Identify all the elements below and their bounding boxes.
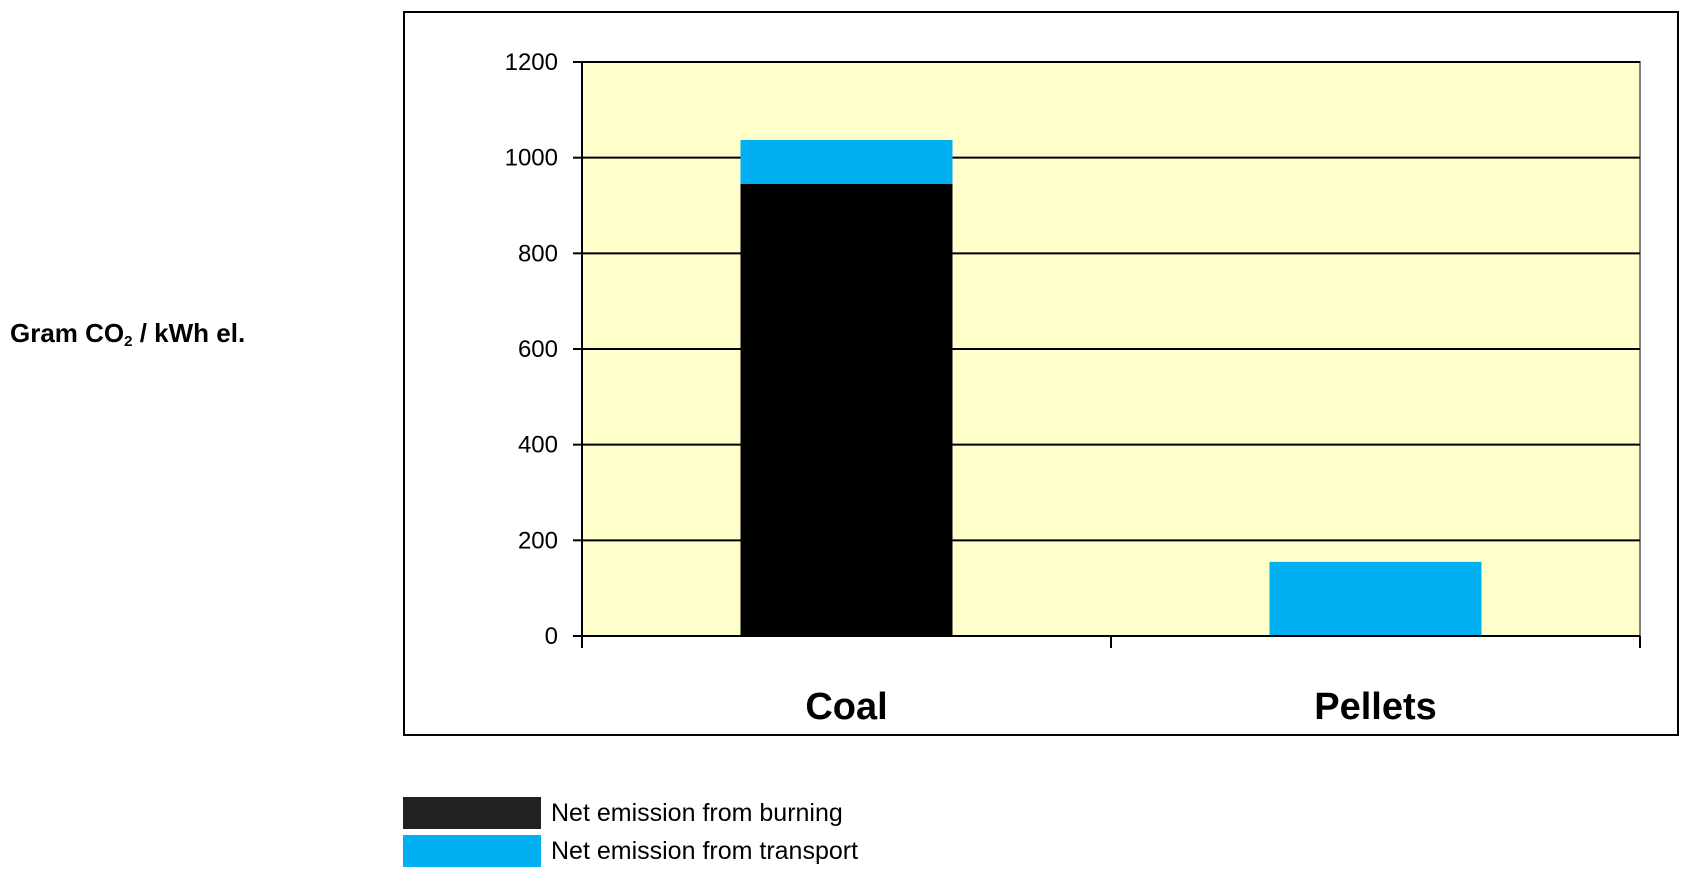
y-axis-label-subscript: 2 (124, 333, 133, 350)
y-tick-label: 0 (545, 623, 558, 650)
y-tick-label: 400 (518, 432, 558, 459)
bar-coal-series-0 (740, 183, 953, 636)
y-tick-label: 800 (518, 240, 558, 267)
legend: Net emission from burning Net emission f… (403, 797, 858, 873)
legend-label-burning: Net emission from burning (551, 798, 843, 827)
y-axis-label-rest: / kWh el. (132, 318, 246, 348)
y-tick-label: 1200 (505, 49, 558, 76)
bar-coal-series-1 (740, 139, 953, 184)
bar-pellets-series-1 (1269, 561, 1482, 636)
axes (573, 61, 1641, 648)
y-tick-label: 200 (518, 527, 558, 554)
legend-item-transport: Net emission from transport (403, 835, 858, 867)
y-axis-label-main: Gram CO (10, 318, 125, 348)
y-tick-label: 600 (518, 336, 558, 363)
y-tick-labels: 0 200 400 600 800 1000 1200 (505, 49, 558, 650)
x-tick-label: Pellets (1314, 686, 1437, 728)
legend-swatch-transport (403, 835, 541, 867)
x-tick-label: Coal (805, 686, 887, 728)
y-axis-label: Gram CO2 / kWh el. (10, 318, 245, 350)
x-tick-labels: Coal Pellets (805, 686, 1436, 728)
bars (740, 139, 1482, 636)
legend-swatch-burning (403, 797, 541, 829)
y-tick-label: 1000 (505, 145, 558, 172)
legend-label-transport: Net emission from transport (551, 836, 859, 865)
legend-item-burning: Net emission from burning (403, 797, 858, 829)
chart-frame (403, 11, 1679, 736)
